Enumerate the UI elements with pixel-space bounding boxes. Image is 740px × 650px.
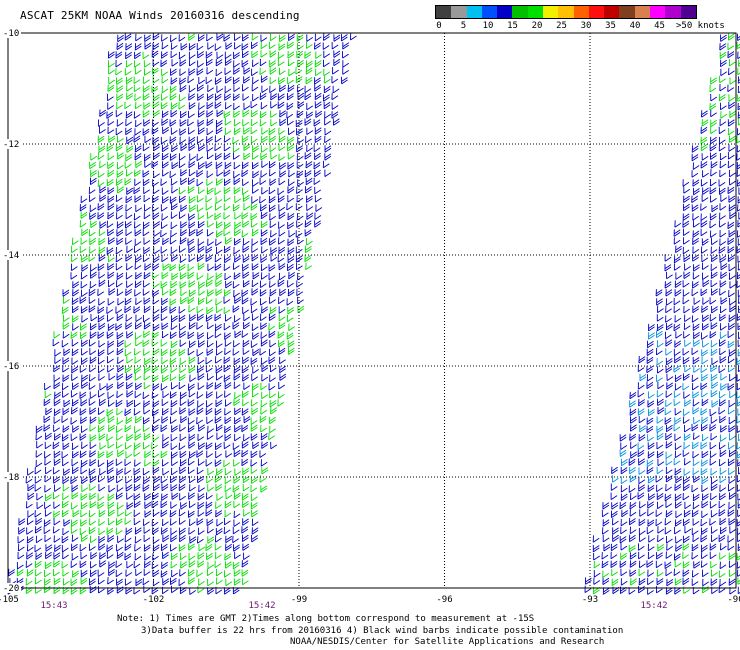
legend-tick-labels: 0 5 10 15 20 25 30 35 40 45 >50 knots [435, 21, 735, 33]
legend-tick-label: 30 [580, 21, 592, 31]
latitude-label-bg [1, 361, 21, 371]
legend-swatch [558, 6, 574, 18]
note-line-1: Note: 1) Times are GMT 2)Times along bot… [117, 614, 535, 624]
legend-tick-label: 5 [460, 21, 467, 31]
legend-tick-label: 20 [531, 21, 543, 31]
legend-swatch [542, 6, 559, 18]
latitude-label: -12 [3, 140, 19, 150]
legend-tick-label: 40 [629, 21, 641, 31]
legend-swatch [649, 6, 666, 18]
longitude-label: -96 [436, 595, 452, 605]
legend-swatch [527, 6, 543, 18]
legend-swatch [619, 6, 635, 18]
longitude-label: -93 [582, 595, 598, 605]
legend-color-bar [435, 5, 697, 19]
latitude-label: -16 [3, 362, 19, 372]
map-title: ASCAT 25KM NOAA Winds 20160316 descendin… [20, 9, 300, 22]
note-line-2: 3)Data buffer is 22 hrs from 20160316 4)… [141, 626, 624, 636]
pass-time-label: 15:42 [640, 601, 667, 611]
latitude-label: -20 [3, 584, 19, 594]
legend-swatch [634, 6, 650, 18]
barb-group-blue [7, 32, 740, 595]
longitude-label: -90 [727, 595, 740, 605]
axis-labels: -105 -102 -99 -96 -93 -90 -10 -12 -14 -16 -18 -20 15… [0, 28, 740, 611]
wind-barbs [7, 32, 740, 595]
latitude-label-bg [1, 250, 21, 260]
legend-swatch [497, 6, 513, 18]
legend-swatch [680, 6, 696, 18]
longitude-label: -99 [291, 595, 307, 605]
legend-swatch [573, 6, 589, 18]
legend-tick-label: 15 [507, 21, 518, 31]
map-frame [7, 32, 737, 589]
pass-time-label: 15:43 [40, 601, 67, 611]
wind-speed-legend: 0 5 10 15 20 25 30 35 40 45 >50 knots [435, 5, 725, 35]
latitude-label: -18 [3, 473, 19, 483]
barb-group-light-blue [611, 330, 740, 485]
legend-swatch [604, 6, 620, 18]
legend-tick-label: 0 [436, 21, 442, 31]
legend-swatch [436, 6, 452, 18]
latitude-label-bg [1, 28, 21, 38]
lat-lon-grid [7, 32, 737, 589]
legend-swatch [512, 6, 528, 18]
legend-swatch [588, 6, 605, 18]
latitude-label-bg [1, 583, 21, 593]
legend-tick-label: >50 knots [676, 21, 725, 31]
note-line-3: NOAA/NESDIS/Center for Satellite Applica… [290, 637, 605, 647]
barb-group-green [16, 33, 740, 595]
latitude-label: -14 [3, 251, 19, 261]
longitude-label: -102 [143, 595, 165, 605]
legend-tick-label: 25 [556, 21, 567, 31]
latitude-label-bg [1, 139, 21, 149]
longitude-label: -105 [0, 595, 19, 605]
legend-swatch [665, 6, 681, 18]
legend-swatch [481, 6, 498, 18]
legend-tick-label: 35 [605, 21, 616, 31]
pass-time-label: 15:42 [248, 601, 275, 611]
legend-swatch [451, 6, 467, 18]
legend-tick-label: 45 [654, 21, 665, 31]
latitude-label: -10 [3, 29, 19, 39]
legend-tick-label: 10 [482, 21, 494, 31]
latitude-label-bg [1, 472, 21, 482]
legend-swatch [466, 6, 482, 18]
